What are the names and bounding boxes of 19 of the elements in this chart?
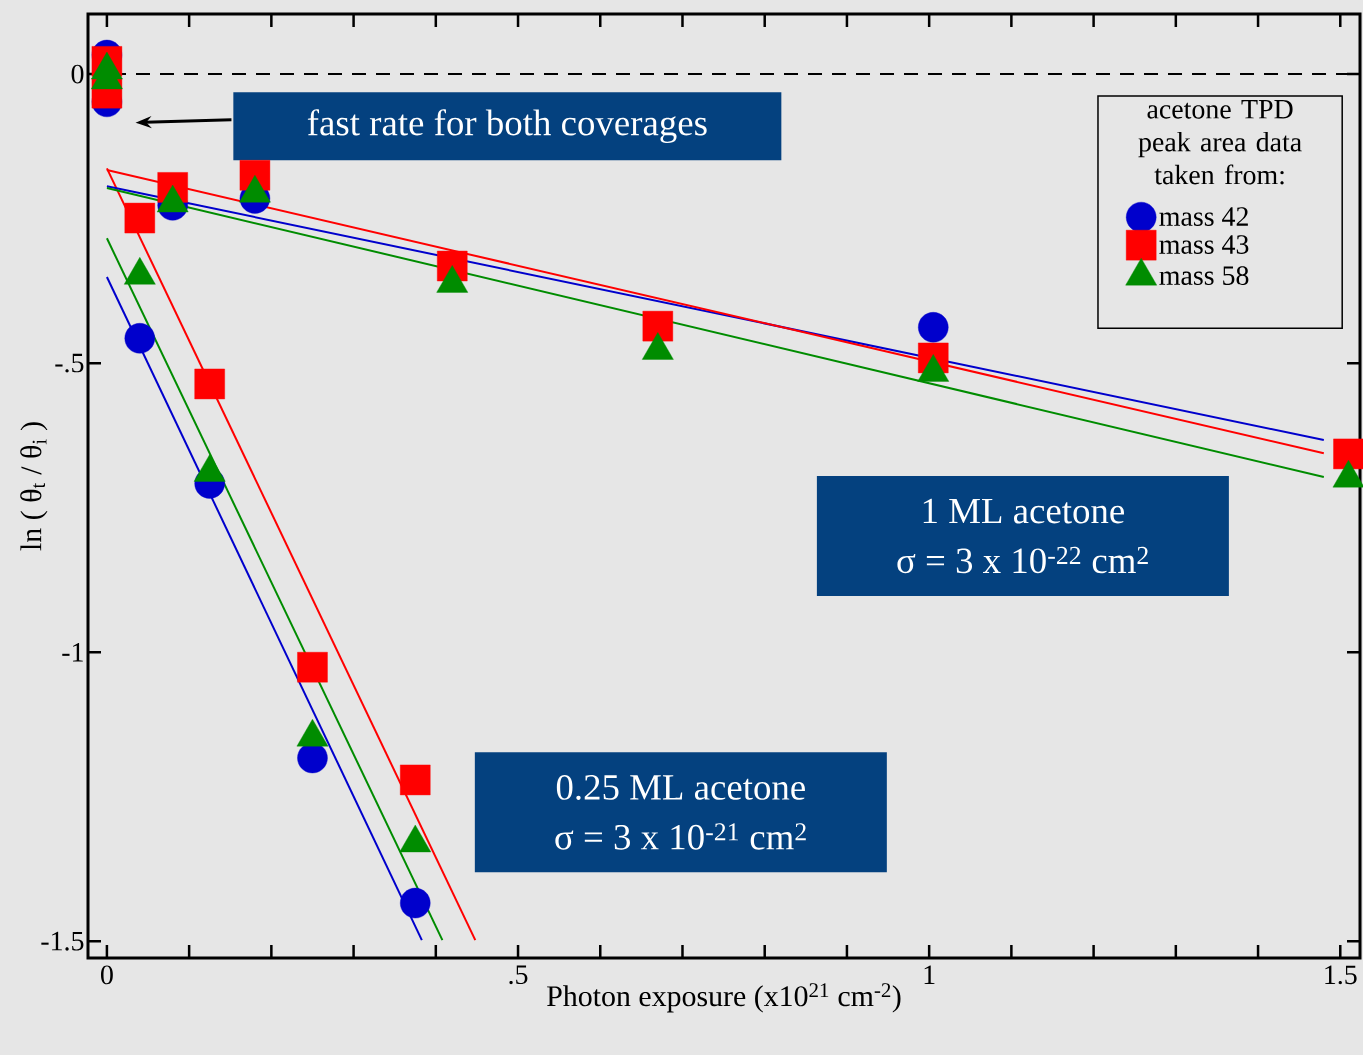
y-axis-title: ln ( θ$_{t}$ / θ$_{i}$ ) <box>20 422 48 551</box>
legend-label: mass 42 <box>1159 207 1248 226</box>
annotation: fast rate for both coverages <box>307 109 707 144</box>
y-tick-label: 0 <box>71 64 84 84</box>
y-tick-label: -.5 <box>55 353 84 373</box>
x-tick-label: 0 <box>101 965 113 985</box>
x-tick-label: .5 <box>509 965 528 985</box>
x-tick-label: 1.5 <box>1325 965 1357 985</box>
y-tick-label: -1 <box>62 642 83 662</box>
legend-label: mass 43 <box>1159 235 1249 254</box>
x-tick-label: 1 <box>924 965 935 984</box>
annotation: σ = 3 x 10$^{-21}$ cm$^{2}$ <box>555 823 806 850</box>
legend-title: acetone TPD peak area data taken from: <box>1138 100 1302 185</box>
annotation: 0.25 ML acetone <box>556 774 805 801</box>
annotation: σ = 3 x 10$^{-22}$ cm$^{2}$ <box>897 546 1148 574</box>
annotation: 1 ML acetone <box>923 498 1124 524</box>
x-axis-title: Photon exposure (x10$^{21}$ cm$^{-2}$) <box>547 983 901 1013</box>
y-tick-label: -1.5 <box>41 931 84 951</box>
legend-label: mass 58 <box>1159 266 1249 285</box>
